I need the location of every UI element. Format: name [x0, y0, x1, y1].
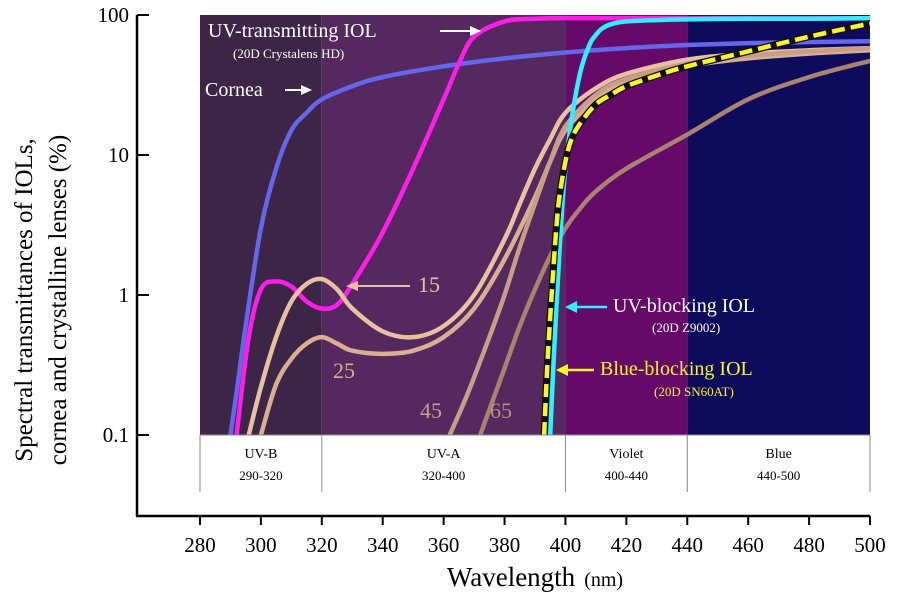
uv-blocking-iol-sublabel: (20D Z9002) — [652, 320, 720, 335]
x-tick-label-360: 360 — [428, 533, 460, 557]
x-tick-label-400: 400 — [550, 533, 582, 557]
x-axis-label-text: Wavelength — [447, 562, 576, 592]
blue-blocking-iol-sublabel: (20D SN60AT) — [654, 384, 734, 399]
x-tick-label-300: 300 — [245, 533, 277, 557]
band-label-uv-a: UV-A — [427, 447, 462, 462]
ticks: 280 300 320 340 360 380 400 420 440 460 480 500 0.1 1… — [98, 3, 886, 557]
age-25-label: 25 — [333, 358, 355, 383]
y-tick-label-0-1: 0.1 — [103, 423, 129, 447]
x-tick-label-420: 420 — [611, 533, 643, 557]
series-45-line — [447, 45, 870, 435]
series-15-line — [246, 45, 870, 435]
age-15-arrow — [346, 281, 410, 291]
band-range-uv-b: 290-320 — [239, 468, 282, 483]
band-range-violet: 400-440 — [605, 468, 648, 483]
x-tick-label-500: 500 — [854, 533, 886, 557]
uv-blocking-iol-label: UV-blocking IOL — [613, 295, 755, 317]
band-label-table: UV-B 290-320 UV-A 320-400 Violet 400-440 Blue 4… — [199, 434, 871, 492]
band-backgrounds — [200, 15, 870, 435]
curves — [228, 15, 870, 435]
series-uv-blocking-iol-line — [547, 15, 870, 435]
band-label-blue: Blue — [765, 447, 791, 462]
y-axis-label-line1: Spectral transmittances of IOLs, — [11, 138, 38, 462]
y-tick-label-10: 10 — [108, 143, 129, 167]
y-tick-label-100: 100 — [98, 3, 130, 27]
series-65-line — [477, 58, 870, 435]
series-cornea-line — [228, 38, 870, 435]
annotations: UV-transmitting IOL (20D Crystalens HD) … — [205, 20, 755, 423]
cornea-arrow — [285, 85, 312, 95]
age-65-label: 65 — [490, 398, 512, 423]
blue-blocking-iol-arrow — [556, 364, 594, 376]
uv-transmitting-iol-sublabel: (20D Crystalens HD) — [233, 46, 344, 61]
uv-blocking-iol-arrow — [565, 301, 607, 313]
y-tick-label-1: 1 — [119, 283, 130, 307]
x-tick-label-280: 280 — [184, 533, 216, 557]
band-label-uv-b: UV-B — [244, 447, 277, 462]
x-tick-label-340: 340 — [367, 533, 399, 557]
y-axis-label-line2: cornea and crystalline lenses (%) — [45, 135, 72, 465]
blue-blocking-iol-label: Blue-blocking IOL — [600, 358, 753, 380]
x-tick-label-380: 380 — [489, 533, 521, 557]
series-blue-blocking-iol-line — [541, 21, 870, 435]
cornea-label: Cornea — [205, 79, 263, 101]
x-tick-label-440: 440 — [672, 533, 704, 557]
uv-transmitting-iol-arrow — [440, 26, 481, 36]
x-axis-label: Wavelength (nm) — [447, 562, 623, 592]
band-range-blue: 440-500 — [757, 468, 800, 483]
x-tick-label-460: 460 — [732, 533, 764, 557]
x-tick-label-480: 480 — [793, 533, 825, 557]
age-15-label: 15 — [418, 272, 440, 297]
x-tick-label-320: 320 — [306, 533, 338, 557]
x-axis-label-unit: (nm) — [584, 569, 623, 591]
band-range-uv-a: 320-400 — [422, 468, 465, 483]
age-45-label: 45 — [420, 398, 442, 423]
uv-transmitting-iol-label: UV-transmitting IOL — [208, 20, 377, 42]
band-label-violet: Violet — [609, 447, 643, 462]
